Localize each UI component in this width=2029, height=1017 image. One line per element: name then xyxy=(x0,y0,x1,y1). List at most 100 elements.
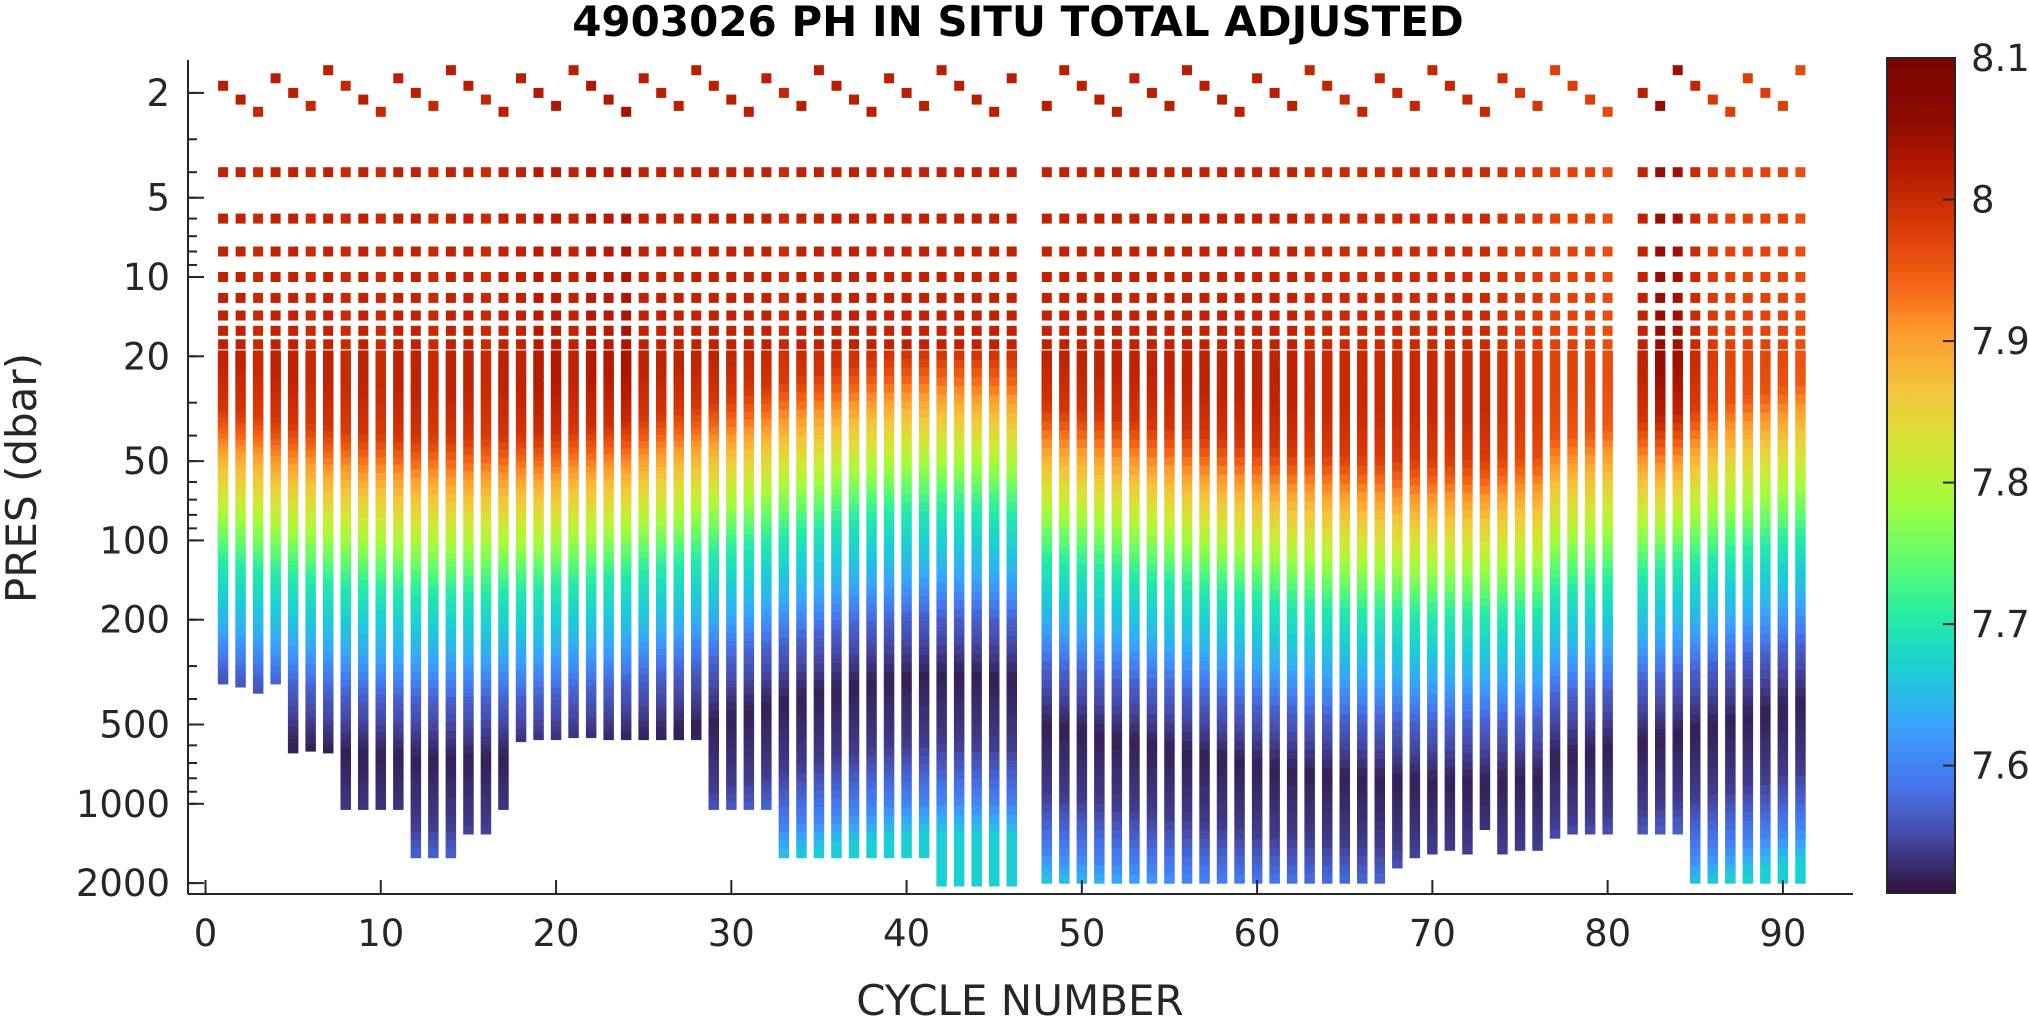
profile-segment xyxy=(1234,616,1245,627)
profile-segment xyxy=(743,748,755,757)
profile-segment xyxy=(989,591,1000,601)
profile-segment xyxy=(1322,590,1333,600)
profile-segment xyxy=(1286,687,1298,698)
profile-segment xyxy=(936,645,947,655)
profile-segment xyxy=(235,372,246,380)
profile-segment xyxy=(463,535,474,545)
profile-segment xyxy=(287,444,299,452)
profile-segment xyxy=(550,363,562,371)
sample-point xyxy=(1111,310,1122,321)
profile-segment xyxy=(375,534,386,543)
sample-point xyxy=(1129,310,1140,321)
profile-segment xyxy=(848,460,860,470)
profile-segment xyxy=(1234,519,1245,529)
profile-segment xyxy=(515,702,527,710)
profile-segment xyxy=(1269,865,1280,875)
sample-point xyxy=(1076,80,1087,91)
profile-segment xyxy=(971,368,982,378)
sample-point xyxy=(919,272,930,282)
profile-segment xyxy=(1129,616,1140,627)
profile-segment xyxy=(831,629,842,639)
profile-cycle-67 xyxy=(1374,73,1385,884)
profile-segment xyxy=(1409,477,1421,487)
profile-segment xyxy=(1199,590,1210,600)
profile-segment xyxy=(375,495,386,504)
sample-point xyxy=(445,246,456,257)
profile-segment xyxy=(1269,492,1280,502)
profile-segment xyxy=(971,359,982,369)
profile-segment xyxy=(726,725,737,734)
profile-segment xyxy=(901,663,912,673)
profile-segment xyxy=(1041,528,1052,538)
profile-segment xyxy=(743,572,755,581)
profile-segment xyxy=(1374,856,1385,866)
profile-segment xyxy=(1129,465,1140,476)
profile-segment xyxy=(235,574,246,581)
sample-point xyxy=(305,325,316,336)
profile-segment xyxy=(533,674,544,682)
profile-segment xyxy=(953,528,965,539)
profile-segment xyxy=(866,612,877,622)
profile-segment xyxy=(918,375,930,385)
profile-segment xyxy=(761,396,772,405)
profile-segment xyxy=(1251,377,1263,387)
profile-segment xyxy=(691,454,702,462)
profile-cycle-70 xyxy=(1427,65,1438,855)
profile-segment xyxy=(918,527,930,537)
profile-segment xyxy=(358,679,369,688)
profile-segment xyxy=(743,541,755,550)
sample-point xyxy=(796,167,807,178)
profile-segment xyxy=(1216,670,1228,680)
profile-segment xyxy=(1041,687,1052,698)
sample-point xyxy=(235,167,246,178)
profile-segment xyxy=(603,694,614,702)
profile-segment xyxy=(480,680,492,690)
profile-segment xyxy=(270,650,281,657)
profile-segment xyxy=(726,587,737,596)
sample-point xyxy=(603,339,614,350)
profile-segment xyxy=(1146,821,1158,831)
profile-segment xyxy=(1357,492,1368,502)
profile-segment xyxy=(1094,643,1105,653)
profile-segment xyxy=(743,755,755,764)
profile-segment xyxy=(410,612,422,622)
sample-point xyxy=(375,246,386,257)
profile-segment xyxy=(971,546,982,557)
profile-segment xyxy=(708,557,719,566)
profile-segment xyxy=(252,550,264,557)
profile-segment xyxy=(918,697,930,707)
profile-segment xyxy=(1041,670,1052,680)
profile-segment xyxy=(305,630,316,639)
profile-segment xyxy=(463,777,474,787)
profile-segment xyxy=(287,685,299,693)
profile-segment xyxy=(778,620,790,630)
profile-segment xyxy=(866,688,877,698)
profile-segment xyxy=(1304,821,1315,831)
sample-point xyxy=(656,339,667,350)
profile-segment xyxy=(1251,616,1263,627)
profile-segment xyxy=(252,350,264,357)
profile-segment xyxy=(585,569,597,577)
profile-segment xyxy=(393,587,404,596)
profile-segment xyxy=(428,519,439,529)
profile-segment xyxy=(550,700,562,708)
profile-segment xyxy=(498,748,509,757)
profile-segment xyxy=(1339,803,1350,813)
profile-segment xyxy=(603,382,614,390)
profile-segment xyxy=(831,671,842,681)
profile-segment xyxy=(375,373,386,382)
profile-segment xyxy=(1251,519,1263,529)
profile-segment xyxy=(971,796,982,807)
profile-segment xyxy=(1146,687,1158,698)
profile-segment xyxy=(410,798,422,808)
profile-segment xyxy=(1164,563,1175,573)
profile-segment xyxy=(1041,838,1052,849)
profile-segment xyxy=(673,512,684,520)
profile-segment xyxy=(252,470,264,477)
profile-segment xyxy=(1339,448,1350,458)
profile-segment xyxy=(287,357,299,365)
profile-segment xyxy=(445,756,457,766)
sample-point xyxy=(1199,339,1210,350)
profile-segment xyxy=(1427,627,1438,637)
profile-segment xyxy=(1059,430,1070,440)
